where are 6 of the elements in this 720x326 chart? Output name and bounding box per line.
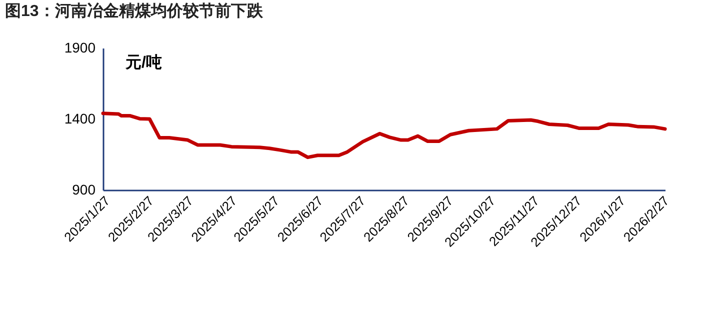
y-tick-label: 900 (72, 182, 96, 198)
chart-title: 图13：河南冶金精煤均价较节前下跌 (5, 2, 264, 20)
y-tick-label: 1400 (64, 110, 96, 126)
y-tick-label: 1900 (64, 40, 96, 56)
y-axis-title: 元/吨 (124, 54, 162, 72)
line-series (101, 112, 667, 160)
